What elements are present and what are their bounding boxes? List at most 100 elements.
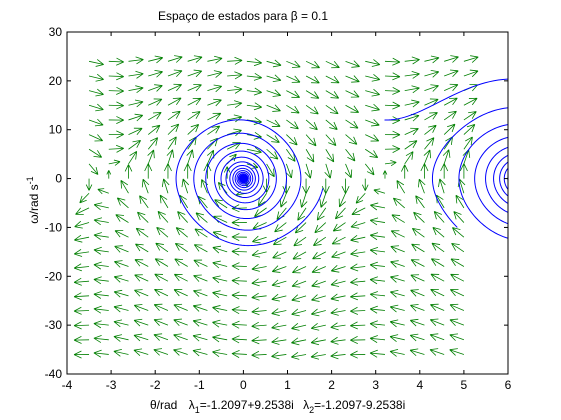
quiver-arrow — [410, 259, 425, 267]
quiver-arrow — [384, 160, 397, 167]
quiver-arrow — [292, 251, 307, 260]
quiver-arrow — [390, 260, 405, 268]
quiver-arrow — [365, 59, 381, 67]
quiver-arrow — [424, 98, 439, 106]
quiver-arrow — [350, 292, 366, 301]
quiver-arrow — [325, 90, 340, 99]
quiver-arrow — [444, 55, 459, 63]
quiver-arrow — [73, 292, 90, 301]
quiver-arrow — [350, 306, 366, 315]
quiver-arrow — [345, 149, 356, 162]
quiver-arrow — [345, 134, 358, 145]
quiver-arrow — [187, 69, 203, 78]
quiver-arrow — [134, 259, 149, 267]
quiver-arrow — [93, 320, 109, 329]
quiver-arrow — [449, 348, 465, 356]
quiver-arrow — [423, 149, 431, 165]
quiver-arrow — [266, 74, 282, 83]
quiver-arrow — [299, 193, 308, 208]
quiver-arrow — [251, 336, 267, 345]
quiver-arrow — [128, 56, 144, 65]
y-tick-label: -30 — [45, 318, 63, 332]
quiver-arrow — [231, 262, 247, 271]
y-tick-label: 10 — [49, 123, 63, 137]
quiver-arrow — [161, 178, 170, 194]
quiver-arrow — [74, 234, 90, 243]
quiver-arrow — [291, 280, 307, 288]
quiver-arrow — [187, 97, 202, 106]
quiver-arrow — [231, 320, 247, 329]
quiver-arrow — [453, 211, 465, 223]
eigenvalue-2-symbol: λ — [303, 398, 309, 412]
quiver-arrow — [430, 288, 445, 297]
quiver-arrow — [438, 178, 446, 194]
quiver-arrow — [128, 70, 144, 79]
quiver-arrow — [192, 304, 208, 312]
quiver-arrow — [391, 214, 405, 223]
quiver-arrow — [310, 351, 326, 360]
quiver-arrow — [167, 83, 182, 92]
quiver-arrow — [266, 89, 282, 97]
quiver-arrow — [93, 291, 109, 299]
quiver-arrow — [148, 55, 164, 64]
quiver-arrow — [266, 134, 280, 143]
quiver-arrow — [134, 274, 149, 282]
quiver-arrow — [166, 149, 175, 165]
quiver-arrow — [153, 303, 169, 312]
quiver-arrow — [286, 134, 298, 146]
quiver-arrow — [365, 134, 380, 142]
quiver-arrow — [330, 322, 346, 331]
quiver-arrow — [128, 140, 141, 150]
quiver-arrow — [120, 179, 129, 194]
quiver-arrow — [432, 227, 445, 238]
quiver-arrow — [304, 163, 313, 179]
quiver-arrow — [286, 149, 296, 162]
quiver-arrow — [430, 303, 445, 312]
quiver-arrow — [338, 193, 346, 208]
quiver-arrow — [173, 289, 188, 297]
quiver-arrow — [271, 265, 287, 273]
quiver-arrow — [252, 222, 267, 230]
axes-box — [66, 31, 509, 375]
quiver-arrow — [231, 218, 247, 227]
quiver-arrow — [266, 119, 281, 127]
quiver-arrow — [350, 321, 366, 330]
quiver-arrow — [463, 136, 473, 150]
quiver-arrow — [133, 348, 149, 357]
quiver-arrow — [93, 217, 109, 226]
quiver-arrow — [174, 258, 188, 267]
quiver-arrow — [450, 273, 465, 282]
quiver-arrow — [350, 249, 366, 257]
quiver-arrow — [302, 178, 311, 194]
quiver-arrow — [266, 59, 282, 68]
quiver-arrow — [88, 118, 104, 127]
quiver-arrow — [193, 289, 208, 297]
quiver-arrow — [251, 249, 267, 258]
quiver-arrow — [305, 119, 318, 131]
quiver-arrow — [93, 202, 109, 211]
quiver-arrow — [424, 124, 437, 135]
quiver-arrow — [415, 195, 425, 209]
quiver-arrow — [345, 90, 360, 98]
x-tick-label: -4 — [62, 378, 73, 392]
quiver-arrow — [75, 207, 90, 215]
quiver-arrow — [115, 214, 129, 223]
quiver-arrow — [401, 164, 409, 179]
quiver-arrow — [157, 210, 169, 223]
quiver-arrow — [181, 178, 190, 194]
quiver-arrow — [177, 211, 188, 223]
quiver-arrow — [404, 127, 419, 136]
quiver-arrow — [108, 101, 124, 110]
quiver-arrow — [128, 150, 138, 165]
quiver-arrow — [167, 55, 183, 63]
quiver-arrow — [297, 207, 307, 221]
quiver-arrow — [164, 163, 172, 179]
quiver-arrow — [187, 83, 202, 92]
x-tick-label: -1 — [194, 378, 205, 392]
quiver-arrow — [286, 60, 301, 68]
quiver-arrow — [463, 97, 478, 106]
quiver-arrow — [246, 146, 262, 155]
quiver-arrow — [192, 348, 208, 357]
eigenvalue-2-value: =-1.2097-9.2538i — [314, 398, 405, 412]
quiver-arrow — [404, 85, 420, 94]
